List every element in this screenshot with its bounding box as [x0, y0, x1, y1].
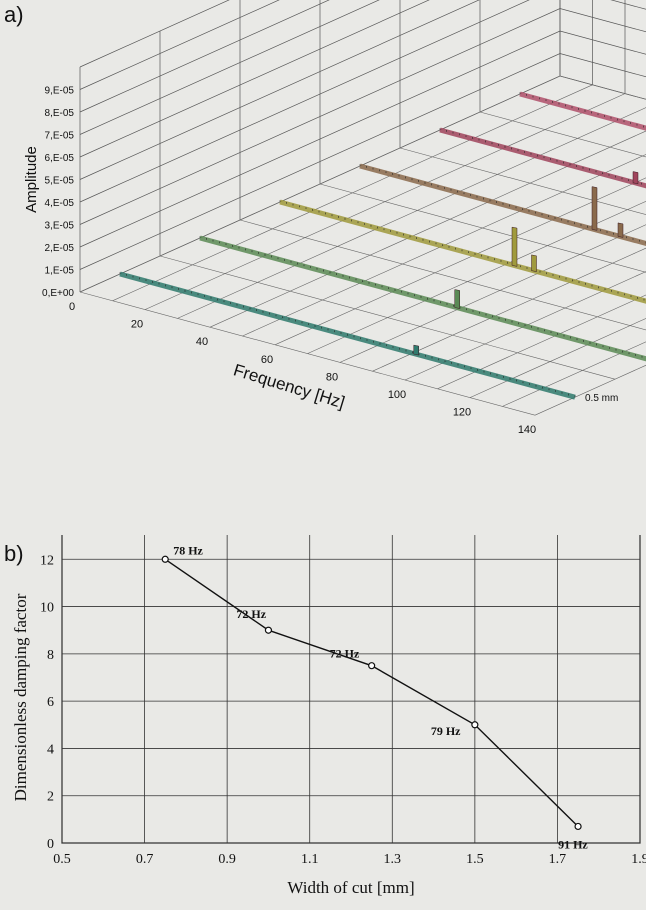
- data-point: [575, 823, 581, 829]
- plot-area: [62, 535, 640, 843]
- amplitude-axis-title: Amplitude: [23, 146, 40, 213]
- grid-line: [80, 0, 646, 157]
- data-point-label: 72 Hz: [236, 607, 266, 621]
- frequency-tick-label: 120: [453, 407, 471, 419]
- series-peak-bar: [592, 187, 597, 231]
- frequency-tick-label: 140: [518, 424, 536, 436]
- amplitude-tick-label: 5,E-05: [45, 176, 75, 187]
- chart-panel-a: a) 0,E+00 1,E-05 2,E-05 3,E-05 4,E-05 5,E-05 6…: [0, 0, 646, 535]
- y-tick-label: 2: [47, 790, 54, 805]
- floor-line: [275, 129, 646, 345]
- data-point: [472, 722, 478, 728]
- x-tick-label: 1.5: [466, 852, 484, 867]
- x-tick-label: 1.7: [549, 852, 567, 867]
- frequency-tick-label: 80: [326, 371, 338, 383]
- frequency-tick-label: 100: [388, 389, 406, 401]
- data-point-label: 79 Hz: [431, 724, 461, 738]
- floor-line: [210, 111, 646, 327]
- amplitude-tick-label: 8,E-05: [45, 108, 75, 119]
- floor-line: [178, 102, 646, 318]
- grid-line: [80, 0, 646, 202]
- grid-line: [80, 0, 646, 112]
- grid-line: [80, 0, 646, 135]
- data-point: [369, 663, 375, 669]
- width-tick-label: 0.5 mm: [585, 393, 618, 404]
- y-tick-label: 8: [47, 648, 54, 663]
- x-tick-label: 0.9: [218, 852, 236, 867]
- frequency-tick-label: 60: [261, 354, 273, 366]
- x-tick-label: 1.1: [301, 852, 319, 867]
- floor-line: [480, 112, 646, 235]
- x-tick-label: 0.5: [53, 852, 71, 867]
- amplitude-tick-label: 2,E-05: [45, 243, 75, 254]
- frequency-tick-label: 20: [131, 319, 143, 331]
- floor-line: [535, 199, 646, 415]
- waterfall-chart: 0,E+00 1,E-05 2,E-05 3,E-05 4,E-05 5,E-05 6,E-…: [0, 0, 646, 535]
- y-tick-label: 6: [47, 695, 54, 710]
- plot-frame: [62, 535, 640, 843]
- waterfall-grid: [80, 0, 646, 415]
- panel-a-label: a): [4, 2, 24, 28]
- amplitude-tick-label: 3,E-05: [45, 221, 75, 232]
- x-tick-label: 0.7: [136, 852, 154, 867]
- grid-line: [80, 9, 646, 225]
- frequency-tick-label: 0: [69, 301, 75, 313]
- y-axis-title: Dimensionless damping factor: [11, 593, 30, 801]
- series-peak-bar: [633, 172, 638, 184]
- y-tick-label: 12: [40, 553, 54, 568]
- data-point-label: 91 Hz: [558, 837, 588, 851]
- x-tick-label: 1.9: [631, 852, 646, 867]
- amplitude-tick-label: 7,E-05: [45, 131, 75, 142]
- data-point-label: 78 Hz: [173, 543, 203, 557]
- y-tick-label: 10: [40, 601, 54, 616]
- grid-line: [80, 76, 646, 292]
- amplitude-tick-label: 4,E-05: [45, 198, 75, 209]
- amplitude-tick-label: 0,E+00: [42, 288, 74, 299]
- panel-b-label: b): [4, 541, 24, 567]
- series-peak-bar: [455, 290, 460, 309]
- grid-line: [80, 0, 646, 180]
- series-peak-bar: [618, 223, 623, 238]
- data-point: [265, 627, 271, 633]
- x-tick-label: 1.3: [384, 852, 402, 867]
- grid-line: [80, 31, 646, 247]
- amplitude-tick-label: 9,E-05: [45, 86, 75, 97]
- grid-line: [80, 0, 646, 67]
- floor-line: [340, 146, 646, 362]
- damping-line-chart: 0.50.70.91.11.31.51.71.90246810121478 Hz…: [0, 535, 646, 905]
- series-baseline: [360, 166, 646, 289]
- frequency-tick-label: 40: [196, 336, 208, 348]
- data-point: [162, 556, 168, 562]
- series-peak-bar: [512, 227, 517, 266]
- data-point-label: 72 Hz: [330, 647, 360, 661]
- y-tick-label: 0: [47, 837, 54, 852]
- frequency-axis-title: Frequency [Hz]: [231, 360, 347, 412]
- amplitude-tick-label: 6,E-05: [45, 153, 75, 164]
- series-peak-bar: [414, 345, 419, 355]
- y-tick-label: 4: [47, 742, 54, 757]
- x-axis-title: Width of cut [mm]: [287, 878, 414, 897]
- amplitude-tick-label: 1,E-05: [45, 266, 75, 277]
- series-peak-bar: [532, 255, 537, 272]
- chart-panel-b: b) 0.50.70.91.11.31.51.71.90246810121478…: [0, 535, 646, 905]
